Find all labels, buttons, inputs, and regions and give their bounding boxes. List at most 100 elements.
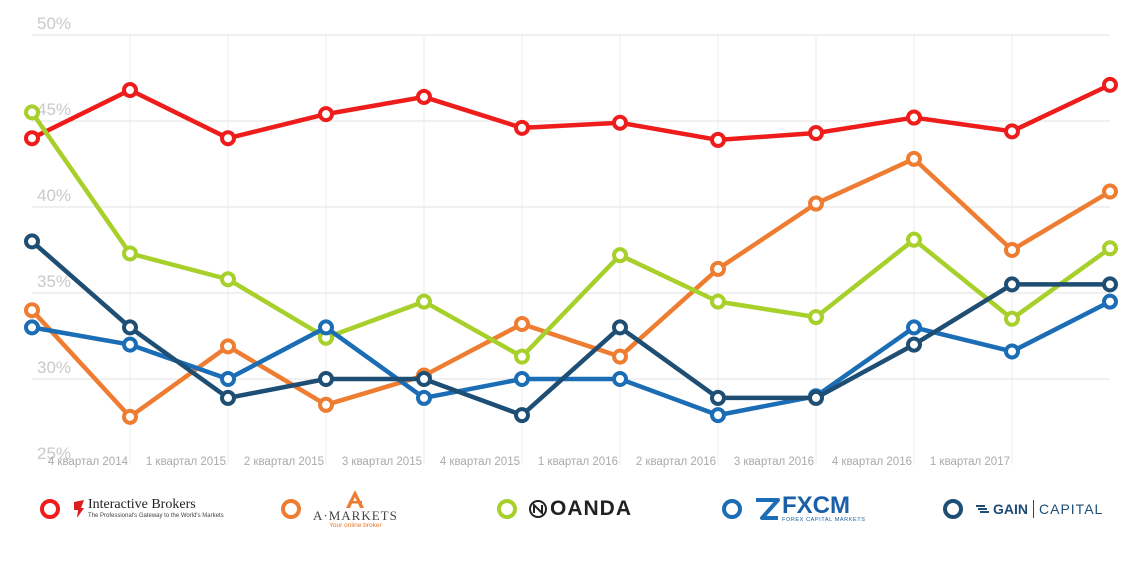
x-tick-label: 3 квартал 2016 bbox=[734, 456, 814, 468]
chart-grid bbox=[32, 34, 1110, 465]
data-point bbox=[318, 106, 334, 123]
fxcm-logo: FXCM FOREX CAPITAL MARKETS bbox=[754, 491, 866, 524]
data-point bbox=[808, 309, 824, 326]
data-point bbox=[1004, 343, 1020, 360]
data-point bbox=[122, 82, 138, 99]
y-tick-label: 25% bbox=[37, 444, 71, 463]
legend-tagline: FOREX CAPITAL MARKETS bbox=[782, 516, 866, 523]
data-point bbox=[1004, 310, 1020, 327]
data-point bbox=[906, 150, 922, 167]
data-point bbox=[906, 109, 922, 126]
data-point bbox=[808, 389, 824, 406]
y-tick-label: 30% bbox=[37, 358, 71, 377]
data-point bbox=[1102, 76, 1118, 93]
data-point bbox=[24, 130, 40, 147]
data-point bbox=[1102, 276, 1118, 293]
legend-label: GAIN bbox=[993, 501, 1028, 517]
legend-marker bbox=[40, 499, 60, 519]
x-tick-label: 1 квартал 2017 bbox=[930, 456, 1010, 468]
data-point bbox=[710, 260, 726, 277]
oanda-logo-icon bbox=[529, 500, 547, 518]
x-tick-label: 1 квартал 2016 bbox=[538, 456, 618, 468]
legend-label: A·MARKETS bbox=[313, 507, 398, 523]
series-line bbox=[30, 239, 1110, 418]
data-point bbox=[514, 315, 530, 332]
y-axis-ticks: 25% 30% 35% 40% 45% 50% bbox=[37, 14, 71, 463]
series-line bbox=[31, 82, 1111, 143]
legend-tagline: The Professional's Gateway to the World'… bbox=[88, 513, 224, 519]
data-point bbox=[612, 114, 628, 131]
series-gain-capital bbox=[24, 233, 1118, 424]
data-point bbox=[612, 247, 628, 264]
data-point bbox=[808, 195, 824, 212]
series-line bbox=[30, 156, 1112, 420]
series-line bbox=[31, 299, 1112, 418]
data-point bbox=[416, 371, 432, 387]
data-point bbox=[808, 125, 824, 142]
series-line bbox=[30, 111, 1112, 359]
legend-label-2: CAPITAL bbox=[1039, 501, 1104, 517]
series-fxcm bbox=[24, 293, 1118, 424]
legend-marker bbox=[943, 499, 963, 519]
data-point bbox=[1102, 240, 1118, 257]
line-chart: 25% 30% 35% 40% 45% 50% 4 квартал 2014 1 кварт… bbox=[24, 14, 1118, 468]
data-point bbox=[220, 371, 236, 387]
y-tick-label: 45% bbox=[37, 100, 71, 119]
fxcm-logo-icon bbox=[756, 498, 780, 520]
series-interactive-brokers bbox=[24, 76, 1118, 148]
data-point bbox=[612, 319, 628, 336]
data-point bbox=[1102, 293, 1118, 310]
x-axis-ticks: 4 квартал 2014 1 квартал 2015 2 квартал 20… bbox=[48, 456, 1010, 468]
legend-label: FXCM bbox=[782, 491, 850, 519]
x-tick-label: 4 квартал 2015 bbox=[440, 456, 520, 468]
gain-capital-logo: GAIN CAPITAL bbox=[975, 500, 1103, 518]
data-point bbox=[1004, 276, 1020, 293]
gain-logo-icon bbox=[976, 505, 989, 513]
x-tick-label: 1 квартал 2015 bbox=[146, 456, 226, 468]
data-point bbox=[1102, 183, 1118, 200]
interactive-brokers-logo: Interactive Brokers The Professional's G… bbox=[72, 498, 224, 520]
legend-item-gain-capital: GAIN CAPITAL bbox=[943, 486, 1103, 532]
y-tick-label: 35% bbox=[37, 272, 71, 291]
chart-legend: Interactive Brokers The Professional's G… bbox=[0, 486, 1140, 536]
legend-label: Interactive Brokers bbox=[88, 497, 196, 512]
data-point bbox=[710, 389, 726, 406]
data-point bbox=[1004, 242, 1020, 258]
data-point bbox=[710, 131, 726, 148]
legend-item-oanda: OANDA bbox=[497, 486, 632, 532]
data-point bbox=[710, 293, 726, 310]
x-tick-label: 3 квартал 2015 bbox=[342, 456, 422, 468]
data-point bbox=[514, 119, 530, 136]
data-point bbox=[612, 348, 628, 365]
data-point bbox=[416, 389, 432, 406]
data-point bbox=[318, 319, 334, 336]
legend-divider bbox=[1033, 500, 1034, 518]
data-point bbox=[24, 104, 40, 121]
oanda-logo: OANDA bbox=[529, 497, 632, 521]
data-point bbox=[220, 338, 236, 355]
data-point bbox=[24, 233, 40, 250]
data-point bbox=[612, 371, 628, 387]
legend-item-amarkets: A·MARKETS Your online broker bbox=[281, 486, 398, 532]
legend-marker bbox=[722, 499, 742, 519]
x-tick-label: 2 квартал 2016 bbox=[636, 456, 716, 468]
data-point bbox=[514, 407, 530, 424]
x-tick-label: 4 квартал 2016 bbox=[832, 456, 912, 468]
data-point bbox=[416, 293, 432, 310]
series-oanda bbox=[24, 104, 1118, 365]
data-point bbox=[906, 336, 922, 353]
legend-item-interactive-brokers: Interactive Brokers The Professional's G… bbox=[40, 486, 224, 532]
x-tick-label: 2 квартал 2015 bbox=[244, 456, 324, 468]
data-point bbox=[122, 319, 138, 336]
amarkets-logo: A·MARKETS Your online broker bbox=[313, 489, 398, 530]
legend-item-fxcm: FXCM FOREX CAPITAL MARKETS bbox=[722, 486, 866, 532]
legend-tagline: Your online broker bbox=[329, 521, 382, 529]
data-point bbox=[220, 389, 236, 406]
legend-label: OANDA bbox=[550, 497, 632, 520]
chart-series bbox=[24, 76, 1118, 425]
ib-logo-icon bbox=[74, 500, 84, 518]
data-point bbox=[514, 348, 530, 365]
y-tick-label: 40% bbox=[37, 186, 71, 205]
legend-marker bbox=[497, 499, 517, 519]
data-point bbox=[122, 408, 138, 425]
